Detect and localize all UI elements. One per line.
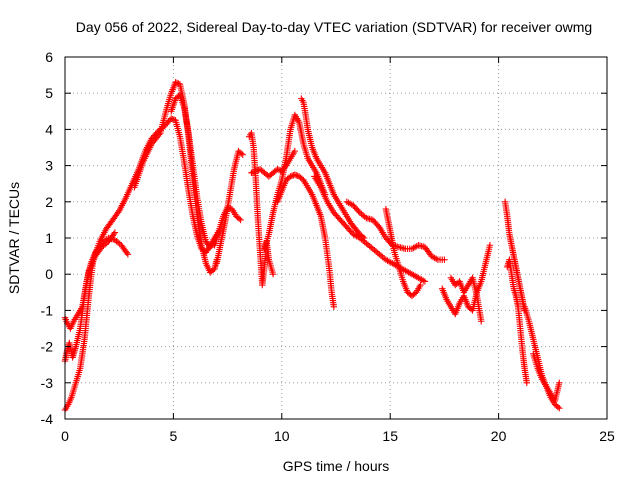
series-track-s bbox=[504, 256, 530, 386]
data-point bbox=[417, 281, 424, 289]
y-tick-label: -3 bbox=[41, 375, 54, 391]
data-point bbox=[486, 242, 494, 249]
series-track-n bbox=[343, 198, 448, 263]
series-track-m bbox=[311, 173, 429, 285]
series-track-r bbox=[501, 198, 528, 314]
data-point bbox=[225, 204, 233, 212]
x-tick-label: 15 bbox=[382, 428, 398, 444]
data-point bbox=[293, 172, 300, 179]
series-track-e bbox=[168, 91, 218, 251]
data-point bbox=[97, 245, 104, 252]
series-track-i bbox=[248, 147, 299, 180]
series-track-j bbox=[261, 111, 329, 253]
data-point bbox=[248, 169, 255, 177]
series-track-l bbox=[274, 171, 338, 310]
data-point bbox=[554, 403, 562, 411]
data-point bbox=[291, 171, 299, 178]
data-point bbox=[172, 79, 179, 86]
data-point bbox=[155, 131, 163, 138]
series-track-u bbox=[530, 350, 563, 405]
data-point bbox=[239, 151, 246, 158]
data-point bbox=[374, 222, 382, 229]
data-point bbox=[288, 172, 296, 180]
y-tick-label: 0 bbox=[45, 266, 53, 282]
data-point bbox=[168, 115, 175, 122]
x-tick-label: 0 bbox=[61, 428, 69, 444]
data-point bbox=[523, 379, 530, 386]
y-tick-label: 3 bbox=[45, 158, 53, 174]
series-track-k bbox=[298, 95, 368, 242]
series-track-f bbox=[213, 147, 246, 267]
y-tick-label: 5 bbox=[45, 85, 53, 101]
data-point bbox=[441, 256, 448, 263]
data-point bbox=[287, 173, 294, 180]
x-tick-label: 10 bbox=[274, 428, 290, 444]
y-tick-label: -1 bbox=[41, 302, 54, 318]
series-track-g bbox=[211, 204, 244, 249]
data-point bbox=[355, 208, 362, 215]
y-tick-label: 4 bbox=[45, 121, 53, 137]
x-tick-label: 5 bbox=[170, 428, 178, 444]
data-point bbox=[224, 204, 231, 211]
series-track-p bbox=[439, 242, 494, 318]
axis-ticks: 0 5 10 15 20 25 -4 -3 -2 -1 0 1 2 3 4 5 6 bbox=[41, 49, 615, 444]
x-tick-label: 25 bbox=[599, 428, 615, 444]
data-points bbox=[61, 79, 563, 414]
series-track-b bbox=[61, 234, 132, 332]
y-tick-label: 2 bbox=[45, 194, 53, 210]
data-point bbox=[255, 166, 262, 174]
data-point bbox=[235, 215, 243, 222]
data-point bbox=[249, 169, 257, 176]
data-point bbox=[237, 216, 244, 224]
x-tick-label: 20 bbox=[491, 428, 507, 444]
data-point bbox=[169, 115, 176, 123]
data-point bbox=[556, 379, 563, 386]
data-point bbox=[556, 404, 563, 412]
x-axis-title: GPS time / hours bbox=[283, 458, 390, 474]
data-point bbox=[330, 303, 338, 310]
data-point bbox=[274, 166, 281, 173]
data-point bbox=[110, 230, 117, 238]
data-point bbox=[111, 229, 119, 236]
data-point bbox=[291, 147, 299, 155]
data-point bbox=[123, 249, 130, 256]
data-point bbox=[251, 168, 258, 175]
data-point bbox=[124, 251, 132, 258]
grid-lines bbox=[65, 57, 607, 419]
data-point bbox=[421, 278, 429, 285]
y-tick-label: -2 bbox=[41, 339, 54, 355]
y-tick-label: 6 bbox=[45, 49, 53, 65]
chart-title: Day 056 of 2022, Sidereal Day-to-day VTE… bbox=[76, 19, 592, 35]
data-point bbox=[252, 167, 259, 175]
y-tick-label: -4 bbox=[41, 411, 54, 427]
data-point bbox=[269, 271, 277, 278]
series-track-q bbox=[447, 274, 485, 325]
y-tick-label: 1 bbox=[45, 230, 53, 246]
data-point bbox=[173, 79, 181, 87]
series-track-c bbox=[61, 229, 119, 365]
data-point bbox=[238, 150, 245, 157]
series-track-o bbox=[382, 205, 424, 300]
data-point bbox=[114, 209, 122, 216]
y-axis-title: SDTVAR / TECUs bbox=[6, 182, 22, 294]
data-point bbox=[478, 318, 485, 325]
